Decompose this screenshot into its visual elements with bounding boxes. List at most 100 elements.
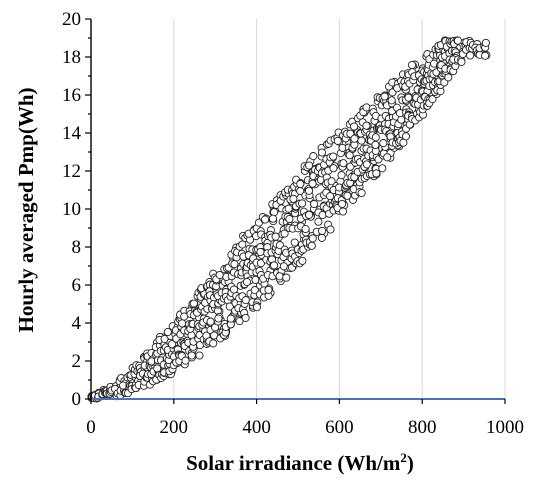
data-point (318, 226, 327, 235)
data-point (378, 164, 387, 173)
data-point (371, 133, 380, 142)
data-point (238, 240, 247, 249)
y-tick-label: 6 (72, 275, 82, 296)
data-point (178, 319, 187, 328)
data-point (270, 208, 279, 217)
x-tick-label: 600 (325, 417, 354, 438)
data-point (163, 327, 172, 337)
data-point (290, 238, 299, 247)
data-point (380, 92, 389, 101)
data-point (270, 261, 279, 270)
data-point (357, 136, 366, 145)
data-point (241, 313, 250, 322)
y-tick-label: 12 (62, 161, 81, 182)
data-point (296, 179, 305, 189)
x-axis-title: Solar irradiance (Wh/m2) (186, 450, 414, 475)
y-tick-label: 16 (62, 85, 81, 106)
y-axis-title: Hourly averaged Pmp(Wh) (14, 88, 38, 333)
data-point (305, 210, 314, 219)
data-point (326, 192, 335, 201)
data-point (343, 191, 352, 200)
data-point (153, 364, 162, 373)
data-point (225, 302, 234, 311)
data-point (289, 194, 298, 203)
x-tick-label: 400 (242, 417, 271, 438)
data-point (379, 139, 388, 148)
data-point (372, 169, 381, 178)
data-point (397, 115, 406, 124)
data-point (401, 132, 411, 141)
data-point (307, 241, 316, 250)
data-point (329, 164, 338, 173)
data-point (282, 273, 291, 282)
data-point (230, 260, 239, 269)
data-point (333, 136, 342, 145)
data-point (314, 217, 323, 226)
data-point (195, 351, 204, 360)
data-point (383, 153, 392, 162)
x-tick-label: 0 (86, 417, 96, 438)
data-point (466, 51, 475, 60)
data-point (181, 356, 190, 365)
data-point (407, 60, 417, 70)
data-point (275, 241, 284, 250)
data-point (275, 272, 284, 281)
data-point (350, 122, 359, 131)
data-point (271, 232, 280, 241)
data-point (339, 159, 348, 168)
y-tick-label: 10 (62, 199, 81, 220)
data-point (167, 340, 176, 349)
data-point (285, 214, 294, 224)
data-point (214, 314, 223, 323)
x-tick-label: 800 (408, 417, 437, 438)
data-point (309, 152, 318, 161)
data-point (329, 152, 338, 161)
data-point (326, 225, 335, 234)
data-point (261, 215, 270, 224)
data-point (189, 299, 198, 308)
data-point (226, 314, 235, 323)
y-tick-label: 8 (72, 237, 82, 258)
axes (85, 18, 506, 404)
data-point (338, 207, 348, 216)
data-point (337, 171, 346, 180)
y-tick-label: 0 (72, 389, 82, 410)
data-point (241, 296, 250, 305)
data-point (338, 199, 347, 209)
data-point (428, 95, 437, 104)
data-points (87, 36, 491, 403)
y-tick-label: 18 (62, 47, 81, 68)
data-point (371, 140, 380, 149)
data-point (264, 285, 273, 294)
data-point (308, 234, 317, 243)
data-point (147, 357, 156, 366)
data-point (284, 204, 293, 213)
data-point (268, 214, 278, 223)
data-point (209, 339, 218, 348)
data-point (453, 36, 463, 45)
data-point (481, 38, 490, 47)
data-point (301, 224, 310, 234)
y-tick-label: 4 (72, 313, 82, 334)
data-point (387, 96, 396, 105)
data-point (327, 177, 336, 186)
data-point (187, 351, 196, 360)
data-point (256, 247, 265, 257)
data-point (229, 285, 239, 294)
data-point (357, 188, 366, 198)
data-point (310, 199, 319, 209)
data-point (362, 160, 371, 169)
data-point (305, 161, 314, 170)
data-point (298, 256, 307, 265)
y-tick-label: 14 (62, 123, 82, 144)
data-point (242, 277, 252, 287)
data-point (304, 186, 314, 195)
data-point (362, 121, 371, 130)
data-point (252, 303, 262, 312)
data-point (318, 210, 327, 220)
data-point (317, 233, 326, 242)
data-point (457, 57, 466, 66)
